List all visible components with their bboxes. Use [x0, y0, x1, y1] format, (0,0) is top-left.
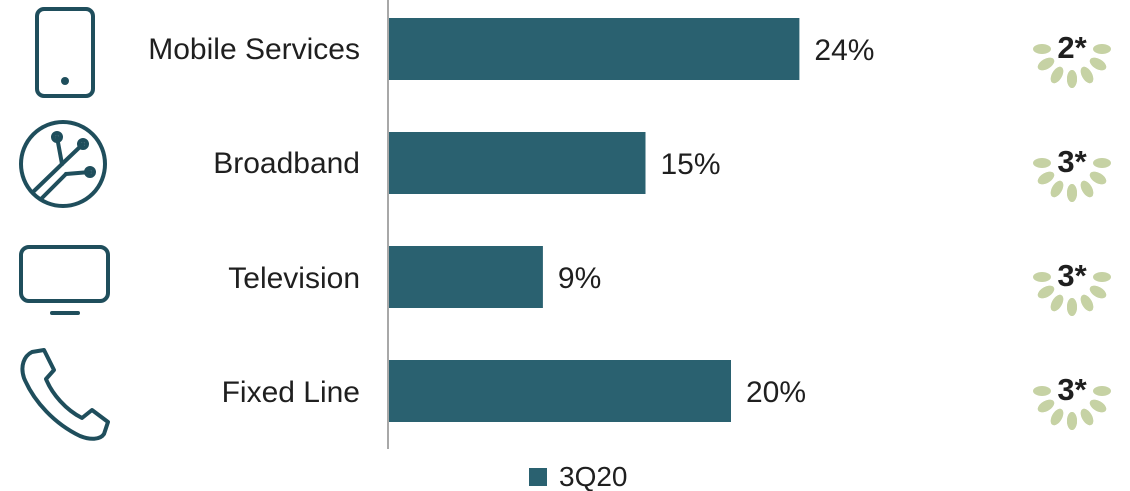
laurel-leaf: [1089, 57, 1107, 71]
laurel-leaf: [1037, 285, 1055, 299]
laurel-leaf: [1093, 44, 1111, 54]
laurel-leaf: [1080, 408, 1094, 426]
laurel-leaf: [1050, 408, 1064, 426]
bar-fixed-line: [389, 360, 731, 422]
bar-television: [389, 246, 543, 308]
laurel-badges: [1033, 44, 1111, 430]
fiber-cable-icon: [19, 120, 107, 208]
telephone-handset-icon: [20, 348, 110, 441]
value-label-television: 9%: [558, 262, 601, 295]
laurel-leaf: [1093, 272, 1111, 282]
legend-label: 3Q20: [559, 461, 628, 491]
category-label-mobile-services: Mobile Services: [148, 33, 360, 66]
laurel-leaf: [1089, 171, 1107, 185]
laurel-leaf: [1067, 298, 1077, 316]
laurel-leaf: [1050, 66, 1064, 84]
laurel-leaf: [1067, 70, 1077, 88]
laurel-leaf: [1050, 294, 1064, 312]
bar-broadband: [389, 132, 646, 194]
laurel-wreath-icon: [1033, 158, 1111, 202]
laurel-leaf: [1037, 57, 1055, 71]
phone-icon: [35, 7, 95, 98]
laurel-leaf: [1089, 285, 1107, 299]
laurel-leaf: [1033, 44, 1051, 54]
bar-mobile-services: [389, 18, 800, 80]
laurel-leaf: [1093, 158, 1111, 168]
value-label-mobile-services: 24%: [814, 34, 874, 67]
laurel-leaf: [1093, 386, 1111, 396]
laurel-leaf: [1067, 412, 1077, 430]
category-label-fixed-line: Fixed Line: [222, 376, 360, 409]
laurel-leaf: [1050, 180, 1064, 198]
laurel-leaf: [1080, 180, 1094, 198]
laurel-leaf: [1067, 184, 1077, 202]
value-label-broadband: 15%: [661, 148, 721, 181]
laurel-wreath-icon: [1033, 386, 1111, 430]
category-label-broadband: Broadband: [213, 147, 360, 180]
laurel-leaf: [1089, 399, 1107, 413]
rank-badge-fixed-line: 3*: [1057, 372, 1087, 407]
laurel-leaf: [1033, 272, 1051, 282]
value-label-fixed-line: 20%: [746, 376, 806, 409]
laurel-wreath-icon: [1033, 44, 1111, 88]
rank-badge-mobile-services: 2*: [1057, 30, 1087, 65]
laurel-leaf: [1033, 386, 1051, 396]
rank-badge-television: 3*: [1057, 258, 1087, 293]
rank-badge-broadband: 3*: [1057, 144, 1087, 179]
laurel-wreath-icon: [1033, 272, 1111, 316]
tv-icon: [19, 245, 110, 315]
laurel-leaf: [1080, 294, 1094, 312]
laurel-leaf: [1080, 66, 1094, 84]
laurel-leaf: [1033, 158, 1051, 168]
legend-swatch: [529, 468, 547, 486]
laurel-leaf: [1037, 399, 1055, 413]
category-label-television: Television: [228, 262, 360, 295]
laurel-leaf: [1037, 171, 1055, 185]
